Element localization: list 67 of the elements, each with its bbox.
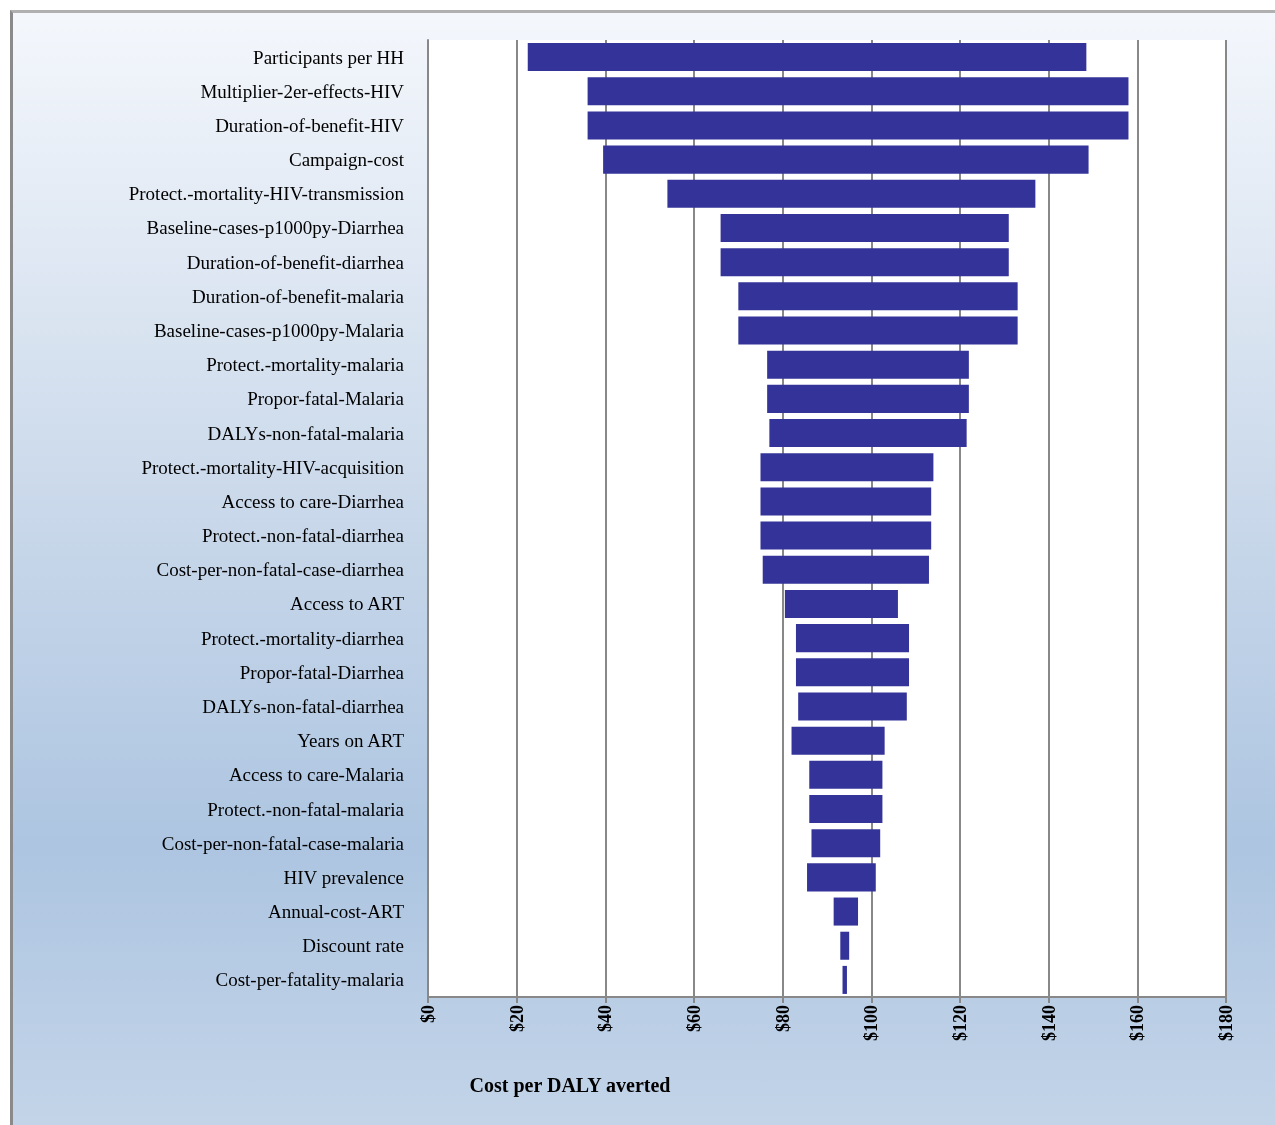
bar: [767, 384, 969, 413]
y-tick-label: Protect.-non-fatal-malaria: [207, 798, 405, 820]
x-tick-label: $120: [950, 1005, 970, 1041]
bar: [760, 487, 932, 516]
y-tick-label: DALYs-non-fatal-malaria: [207, 422, 405, 444]
bar: [760, 453, 934, 482]
x-tick-label: $180: [1216, 1005, 1236, 1041]
bar: [807, 863, 876, 892]
y-tick-label: Protect.-mortality-diarrhea: [200, 627, 405, 649]
y-tick-label: Baseline-cases-p1000py-Malaria: [153, 320, 405, 342]
y-tick-label: Duration-of-benefit-HIV: [215, 114, 405, 136]
y-tick-label: Annual-cost-ART: [267, 901, 405, 923]
y-tick-label: Duration-of-benefit-diarrhea: [186, 251, 405, 273]
y-tick-label: Baseline-cases-p1000py-Diarrhea: [146, 217, 405, 239]
y-tick-label: Cost-per-non-fatal-case-malaria: [161, 832, 405, 854]
y-tick-label: Protect.-mortality-malaria: [206, 354, 405, 376]
bar: [738, 282, 1018, 311]
y-tick-label: Cost-per-non-fatal-case-diarrhea: [156, 559, 405, 581]
bar: [587, 77, 1129, 106]
y-tick-label: Protect.-mortality-HIV-acquisition: [141, 456, 405, 478]
bar: [791, 726, 885, 755]
x-tick-label: $100: [861, 1005, 882, 1041]
y-tick-label: Protect.-mortality-HIV-transmission: [128, 183, 405, 205]
x-axis-title: Cost per DALY averted: [469, 1074, 671, 1097]
y-tick-label: Participants per HH: [253, 46, 405, 68]
bar: [769, 419, 967, 448]
y-tick-label: DALYs-non-fatal-diarrhea: [202, 695, 405, 717]
bar: [798, 692, 907, 721]
x-tick-label: $0: [418, 1005, 438, 1023]
bar: [762, 555, 929, 584]
x-tick-label: $60: [684, 1005, 704, 1032]
bar: [720, 248, 1009, 277]
bar: [760, 521, 932, 550]
y-tick-label: Access to ART: [290, 593, 405, 615]
x-tick-label: $20: [506, 1005, 527, 1032]
y-tick-label: Years on ART: [297, 730, 405, 752]
bar: [795, 624, 910, 653]
bar: [795, 658, 910, 687]
bar: [809, 795, 883, 824]
bar: [527, 43, 1087, 72]
bar: [833, 897, 859, 926]
x-tick-label: $80: [772, 1005, 793, 1032]
bar: [840, 931, 850, 960]
bar: [811, 829, 881, 858]
x-tick-label: $40: [595, 1005, 616, 1032]
y-tick-label: Multiplier-2er-effects-HIV: [200, 80, 405, 102]
y-tick-label: Campaign-cost: [288, 149, 405, 171]
bar: [587, 111, 1129, 140]
y-tick-label: Protect.-non-fatal-diarrhea: [201, 525, 405, 547]
y-tick-label: Discount rate: [302, 935, 404, 957]
y-tick-label: Propor-fatal-Diarrhea: [239, 661, 405, 683]
x-tick-label: $160: [1127, 1005, 1148, 1041]
y-tick-label: Duration-of-benefit-malaria: [191, 285, 405, 307]
x-tick-label: $140: [1038, 1005, 1059, 1041]
bar: [738, 316, 1018, 345]
y-tick-label: Access to care-Malaria: [228, 764, 405, 786]
bar: [767, 350, 969, 379]
y-tick-label: Cost-per-fatality-malaria: [215, 969, 405, 991]
bar: [667, 179, 1036, 208]
bar: [809, 760, 883, 789]
y-tick-label: HIV prevalence: [283, 866, 404, 888]
y-tick-label: Propor-fatal-Malaria: [247, 388, 405, 410]
bar: [842, 965, 847, 994]
y-tick-label: Access to care-Diarrhea: [221, 490, 405, 512]
bar: [784, 589, 898, 618]
bar: [720, 213, 1009, 242]
bar: [603, 145, 1089, 174]
